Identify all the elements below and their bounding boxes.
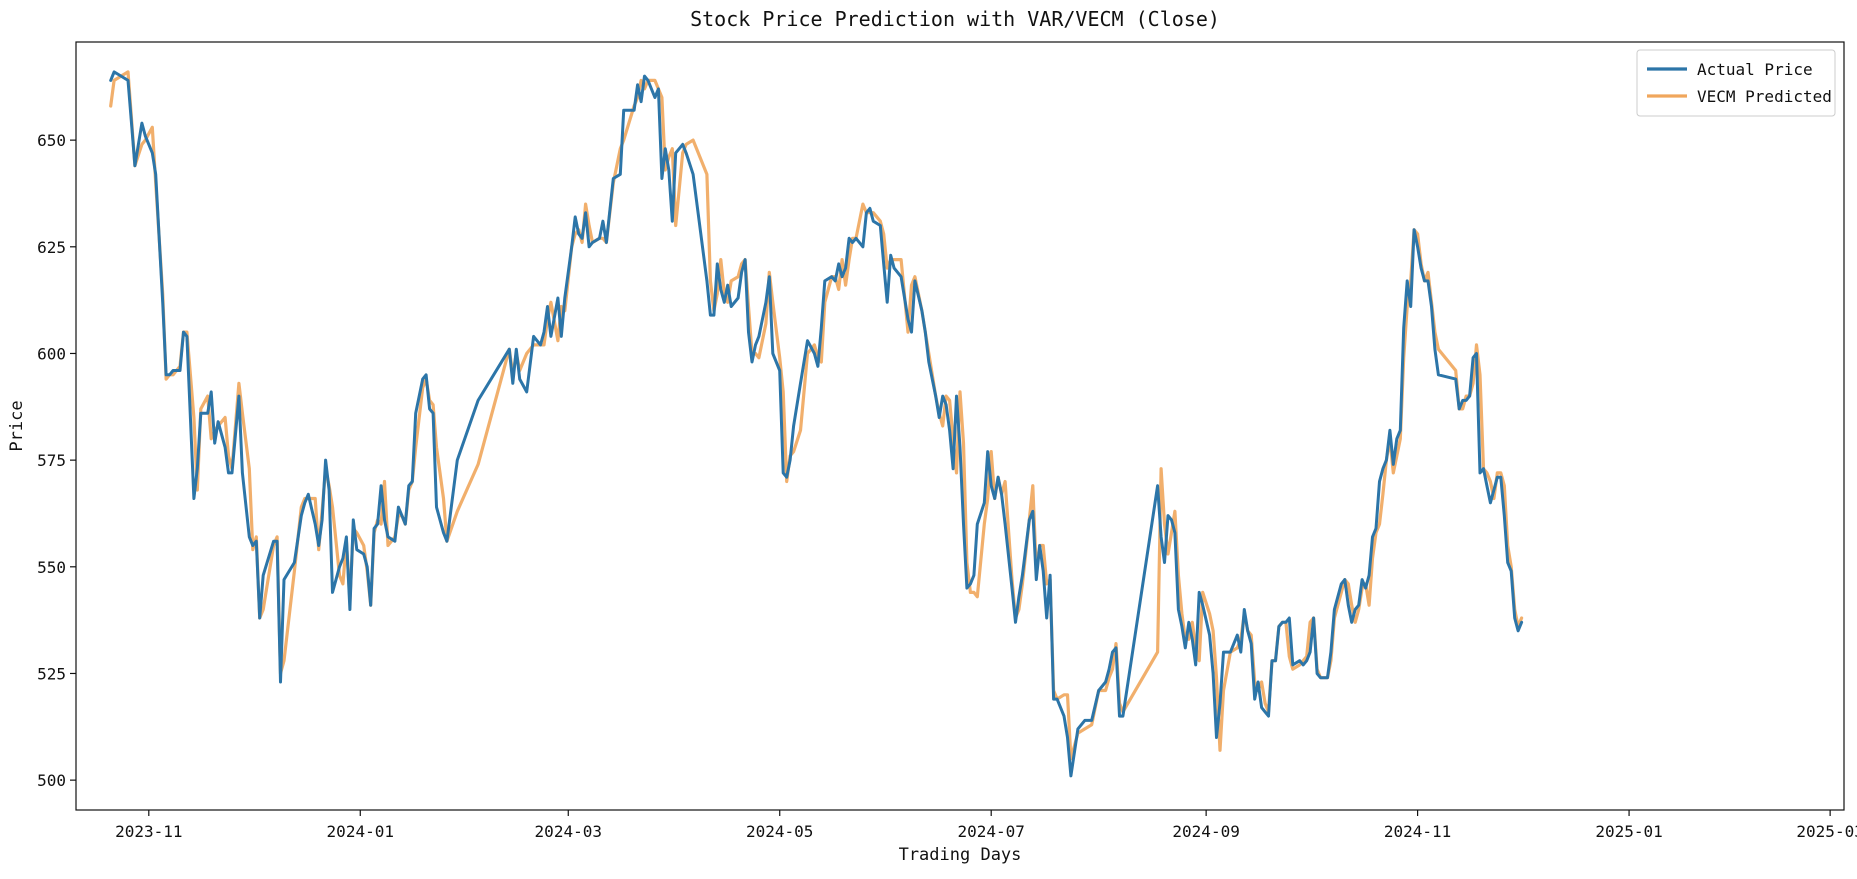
x-tick-label: 2024-07	[957, 822, 1024, 841]
x-tick-label: 2025-01	[1595, 822, 1662, 841]
chart-title: Stock Price Prediction with VAR/VECM (Cl…	[690, 7, 1220, 31]
legend-label-actual: Actual Price	[1697, 60, 1813, 79]
y-tick-label: 575	[37, 451, 66, 470]
y-tick-label: 550	[37, 558, 66, 577]
series-layer	[109, 70, 1524, 778]
series-line-actual-price	[109, 70, 1524, 778]
y-axis-label: Price	[7, 400, 27, 451]
x-tick-label: 2024-03	[535, 822, 602, 841]
x-axis-label: Trading Days	[899, 845, 1022, 865]
y-tick-label: 600	[37, 344, 66, 363]
x-axis: 2023-11 2024-01 2024-03 2024-05 2024-07 2024-…	[115, 810, 1857, 841]
legend-box	[1636, 49, 1836, 117]
y-tick-label: 500	[37, 771, 66, 790]
x-tick-label: 2024-01	[327, 822, 394, 841]
legend: Actual Price VECM Predicted	[1636, 49, 1836, 117]
x-tick-label: 2025-03	[1796, 822, 1857, 841]
y-tick-label: 650	[37, 131, 66, 150]
x-tick-label: 2024-09	[1172, 822, 1239, 841]
legend-label-predicted: VECM Predicted	[1697, 87, 1832, 106]
x-tick-label: 2023-11	[115, 822, 182, 841]
x-tick-label: 2024-05	[746, 822, 813, 841]
y-tick-label: 625	[37, 238, 66, 257]
y-tick-label: 525	[37, 664, 66, 683]
y-axis: 500 525 550 575 600 625 650	[37, 131, 76, 790]
plot-frame	[75, 41, 1845, 811]
x-tick-label: 2024-11	[1384, 822, 1451, 841]
